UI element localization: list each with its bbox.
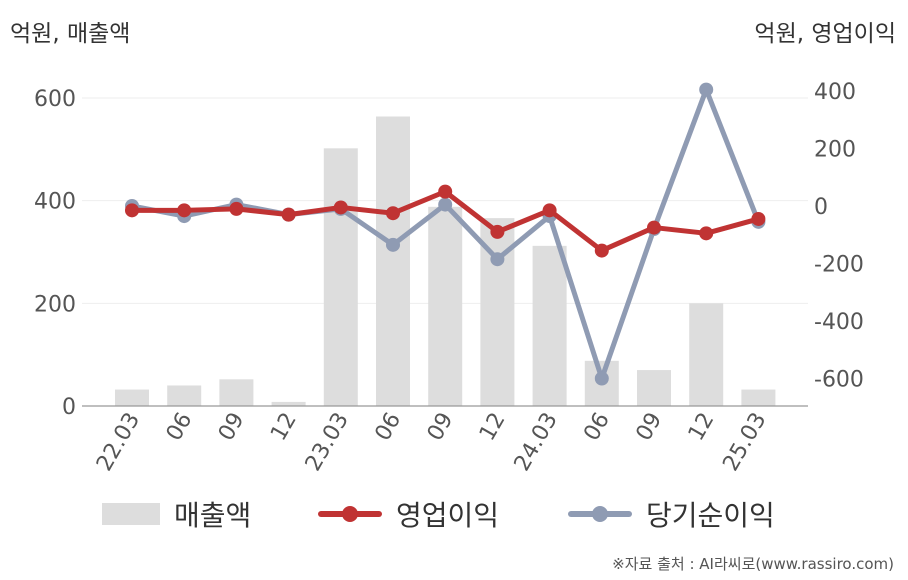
source-credit: ※자료 출처 : AI라씨로(www.rassiro.com) — [612, 555, 894, 573]
operating-profit-point — [647, 220, 661, 235]
right-tick-label: 400 — [814, 80, 856, 105]
revenue-bar — [167, 385, 202, 406]
legend-swatch-operating-profit — [318, 503, 382, 525]
revenue-bar — [741, 389, 776, 406]
profit-lines — [125, 82, 766, 386]
left-tick-label: 0 — [62, 395, 76, 420]
x-tick-label: 09 — [632, 409, 668, 446]
left-tick-label: 600 — [34, 87, 76, 112]
operating-profit-point — [594, 243, 609, 258]
revenue-bar — [376, 116, 410, 406]
legend-item-net-income: 당기순이익 — [568, 492, 775, 536]
net-income-point — [386, 237, 400, 252]
x-tick-label: 12 — [684, 409, 720, 446]
legend-swatch-net-income — [568, 503, 632, 525]
operating-profit-point — [229, 201, 244, 216]
operating-profit-point — [438, 184, 453, 199]
legend-swatch-revenue — [102, 503, 160, 525]
revenue-bar — [428, 206, 463, 406]
x-tick-label: 09 — [214, 409, 250, 446]
legend-label-net-income: 당기순이익 — [646, 499, 775, 532]
right-axis-ticks: -600 -400 -200 0 200 400 — [814, 80, 864, 393]
net-income-point — [699, 82, 714, 97]
right-tick-label: 0 — [814, 195, 828, 220]
x-tick-label: 12 — [475, 409, 511, 446]
revenue-bar — [637, 370, 671, 406]
operating-profit-point — [490, 224, 505, 239]
revenue-bar — [689, 303, 724, 406]
operating-profit-point — [177, 203, 192, 218]
x-tick-label: 09 — [423, 409, 459, 446]
revenue-bar — [115, 389, 149, 406]
left-tick-label: 400 — [34, 190, 76, 215]
x-tick-label: 12 — [266, 409, 302, 446]
x-tick-label: 06 — [371, 409, 407, 446]
x-tick-label: 22.03 — [92, 409, 145, 476]
x-tick-label: 06 — [579, 409, 615, 446]
operating-profit-point — [333, 200, 348, 215]
legend: 매출액 영업이익 당기순이익 — [0, 492, 908, 536]
combo-chart: 0 200 400 600 -600 -400 -200 0 200 400 22.03 06 09… — [34, 80, 864, 476]
left-axis-unit-label: 억원, 매출액 — [10, 21, 131, 47]
operating-profit-point — [542, 203, 557, 218]
revenue-bar — [219, 379, 254, 406]
x-tick-label: 25.03 — [718, 409, 771, 476]
right-tick-label: -600 — [814, 368, 864, 393]
revenue-bar — [323, 148, 358, 406]
operating-profit-point — [386, 206, 400, 221]
x-tick-label: 23.03 — [301, 409, 354, 476]
legend-label-revenue: 매출액 — [174, 499, 252, 532]
operating-profit-point — [125, 203, 139, 218]
operating-profit-point — [699, 226, 714, 241]
operating-profit-point — [281, 207, 296, 222]
net-income-point — [594, 371, 609, 386]
right-axis-unit-label: 억원, 영업이익 — [754, 21, 896, 47]
right-tick-label: -200 — [814, 253, 864, 278]
revenue-bars — [115, 116, 776, 406]
legend-item-revenue: 매출액 — [102, 492, 251, 536]
operating-profit-point — [751, 211, 766, 226]
left-axis-ticks: 0 200 400 600 — [34, 87, 76, 420]
legend-label-operating-profit: 영업이익 — [396, 499, 500, 532]
revenue-bar — [271, 401, 306, 406]
legend-item-operating-profit: 영업이익 — [318, 492, 499, 536]
revenue-bar — [532, 245, 567, 406]
right-tick-label: 200 — [814, 138, 856, 163]
right-tick-label: -400 — [814, 310, 864, 335]
x-tick-label: 06 — [162, 409, 198, 446]
net-income-point — [490, 252, 505, 267]
left-tick-label: 200 — [34, 292, 76, 317]
net-income-point — [438, 197, 453, 212]
x-axis-ticks: 22.03 06 09 12 23.03 06 09 12 24.03 06 09 12 25.03 — [92, 409, 772, 476]
x-tick-label: 24.03 — [510, 409, 563, 476]
